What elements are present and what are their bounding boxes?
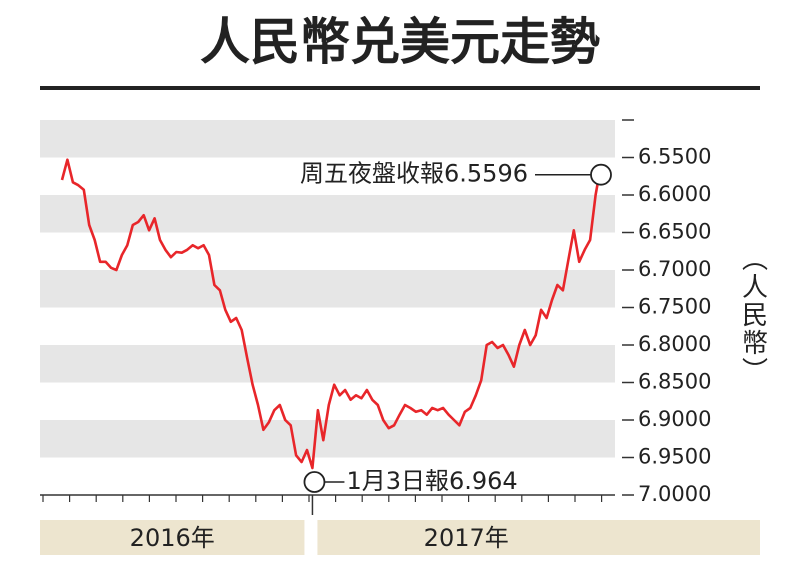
- annotation-text: 1月3日報6.964: [346, 467, 517, 495]
- annotation-text: 周五夜盤收報6.5596: [300, 160, 528, 188]
- grid-band: [40, 195, 615, 233]
- grid-band: [40, 345, 615, 383]
- line-series: [60, 158, 603, 470]
- annotation-marker: [590, 163, 612, 186]
- grid-band: [40, 420, 615, 458]
- y-tick-label: 6.7500: [638, 295, 711, 319]
- y-tick-label: 6.6500: [638, 220, 711, 244]
- period-band: [40, 520, 305, 555]
- y-tick-label: 7.0000: [638, 482, 711, 506]
- y-tick-label: 6.6000: [638, 182, 711, 206]
- y-tick-label: 6.9500: [638, 445, 711, 469]
- y-axis-label: （人民幣）: [738, 245, 768, 385]
- title-rule: [40, 86, 760, 90]
- y-tick-label: 6.5500: [638, 145, 711, 169]
- y-tick-label: 6.8000: [638, 332, 711, 356]
- grid-band: [40, 270, 615, 308]
- y-tick-label: 6.9000: [638, 407, 711, 431]
- grid-band: [40, 120, 615, 158]
- period-label: 2016年: [130, 524, 215, 552]
- chart-title: 人民幣兑美元走勢: [200, 12, 600, 71]
- y-tick-label: 6.7000: [638, 257, 711, 281]
- period-band: [317, 520, 760, 555]
- annotation-marker: [303, 471, 326, 493]
- y-tick-label: 6.8500: [638, 370, 711, 394]
- period-label: 2017年: [424, 524, 509, 552]
